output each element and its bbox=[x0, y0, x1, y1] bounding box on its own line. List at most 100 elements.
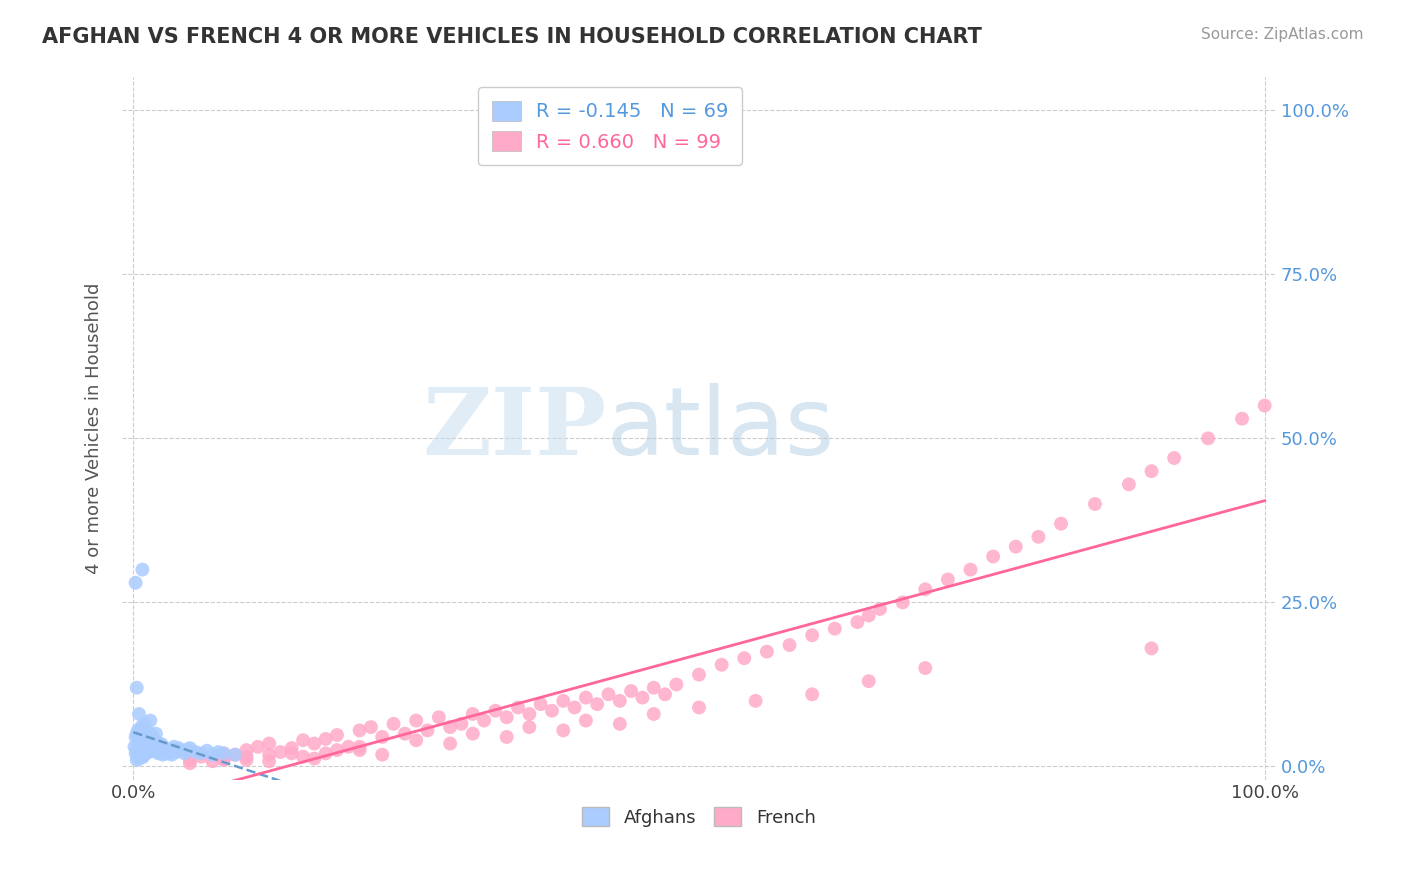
Point bbox=[394, 727, 416, 741]
Point bbox=[124, 730, 146, 744]
Point bbox=[149, 745, 172, 759]
Point bbox=[280, 747, 302, 761]
Point bbox=[141, 728, 163, 742]
Point bbox=[132, 749, 155, 764]
Point bbox=[371, 747, 394, 762]
Point bbox=[125, 753, 148, 767]
Point bbox=[914, 661, 936, 675]
Point bbox=[733, 651, 755, 665]
Point bbox=[190, 749, 212, 764]
Text: AFGHAN VS FRENCH 4 OR MORE VEHICLES IN HOUSEHOLD CORRELATION CHART: AFGHAN VS FRENCH 4 OR MORE VEHICLES IN H… bbox=[42, 27, 981, 46]
Point bbox=[128, 706, 150, 721]
Point bbox=[132, 737, 155, 751]
Point bbox=[235, 753, 257, 767]
Point bbox=[257, 754, 280, 768]
Point bbox=[959, 563, 981, 577]
Point bbox=[224, 747, 246, 762]
Point bbox=[145, 741, 167, 756]
Point bbox=[131, 739, 153, 753]
Point bbox=[195, 744, 218, 758]
Point bbox=[439, 720, 461, 734]
Point bbox=[134, 744, 156, 758]
Point bbox=[125, 743, 148, 757]
Point bbox=[891, 595, 914, 609]
Point bbox=[167, 741, 190, 756]
Point bbox=[575, 714, 598, 728]
Point bbox=[564, 700, 586, 714]
Point bbox=[125, 727, 148, 741]
Point bbox=[858, 608, 880, 623]
Point bbox=[127, 737, 149, 751]
Point bbox=[165, 745, 187, 759]
Point bbox=[936, 573, 959, 587]
Point bbox=[530, 697, 553, 711]
Point bbox=[179, 756, 201, 771]
Point bbox=[609, 694, 631, 708]
Legend: Afghans, French: Afghans, French bbox=[575, 800, 823, 834]
Point bbox=[156, 747, 179, 761]
Point bbox=[136, 742, 159, 756]
Point bbox=[315, 747, 337, 761]
Point bbox=[136, 739, 159, 754]
Point bbox=[1118, 477, 1140, 491]
Point bbox=[190, 747, 212, 761]
Point bbox=[153, 741, 176, 756]
Point bbox=[326, 743, 349, 757]
Point bbox=[779, 638, 801, 652]
Point bbox=[125, 681, 148, 695]
Point bbox=[201, 754, 224, 768]
Point bbox=[1140, 641, 1163, 656]
Point bbox=[176, 742, 198, 756]
Point bbox=[1197, 431, 1219, 445]
Point bbox=[1084, 497, 1107, 511]
Point bbox=[292, 733, 315, 747]
Point bbox=[142, 739, 165, 753]
Point bbox=[136, 723, 159, 738]
Point bbox=[134, 731, 156, 745]
Point bbox=[416, 723, 439, 738]
Point bbox=[235, 749, 257, 764]
Point bbox=[654, 687, 676, 701]
Y-axis label: 4 or more Vehicles in Household: 4 or more Vehicles in Household bbox=[86, 283, 103, 574]
Point bbox=[688, 667, 710, 681]
Point bbox=[472, 714, 495, 728]
Point bbox=[280, 741, 302, 756]
Point bbox=[744, 694, 766, 708]
Point bbox=[179, 741, 201, 756]
Point bbox=[139, 714, 162, 728]
Point bbox=[148, 739, 170, 754]
Point bbox=[207, 745, 229, 759]
Point bbox=[212, 747, 235, 761]
Point bbox=[643, 706, 665, 721]
Point bbox=[134, 716, 156, 731]
Point bbox=[553, 723, 575, 738]
Point bbox=[1004, 540, 1026, 554]
Point bbox=[179, 753, 201, 767]
Point bbox=[141, 741, 163, 756]
Point bbox=[349, 739, 371, 754]
Point bbox=[506, 700, 529, 714]
Point bbox=[163, 739, 186, 754]
Text: atlas: atlas bbox=[607, 383, 835, 475]
Point bbox=[484, 704, 506, 718]
Point bbox=[257, 737, 280, 751]
Point bbox=[801, 628, 824, 642]
Point bbox=[710, 657, 733, 672]
Point bbox=[1140, 464, 1163, 478]
Point bbox=[129, 745, 152, 759]
Point bbox=[688, 700, 710, 714]
Point bbox=[142, 744, 165, 758]
Point bbox=[138, 745, 160, 759]
Point bbox=[609, 716, 631, 731]
Point bbox=[1163, 451, 1185, 466]
Point bbox=[129, 747, 152, 762]
Point bbox=[127, 723, 149, 738]
Point bbox=[586, 697, 609, 711]
Point bbox=[131, 563, 153, 577]
Point bbox=[371, 730, 394, 744]
Point bbox=[315, 731, 337, 746]
Point bbox=[304, 737, 326, 751]
Point bbox=[495, 730, 517, 744]
Point bbox=[129, 734, 152, 748]
Point bbox=[1050, 516, 1073, 531]
